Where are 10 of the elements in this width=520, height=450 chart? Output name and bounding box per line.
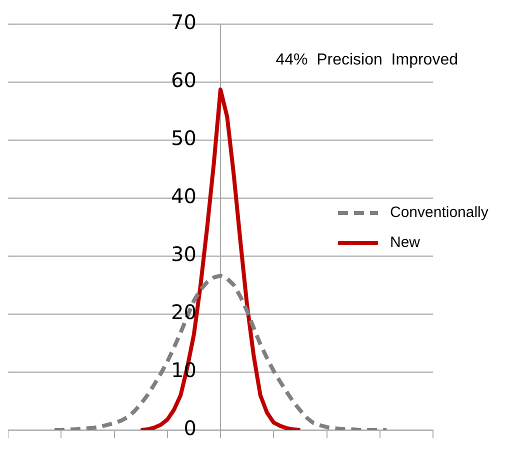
y-tick-label: 50 [171,126,196,150]
y-tick-label: 20 [171,300,196,324]
y-tick-label: 40 [171,184,196,208]
y-tick-label: 0 [184,416,196,440]
y-tick-label: 30 [171,242,196,266]
y-tick-label: 60 [171,68,196,92]
legend-label: New [390,234,420,252]
legend-label: Conventionally [390,204,489,222]
annotation: 44% Precision Improved [276,51,458,68]
y-tick-label: 70 [171,10,196,34]
